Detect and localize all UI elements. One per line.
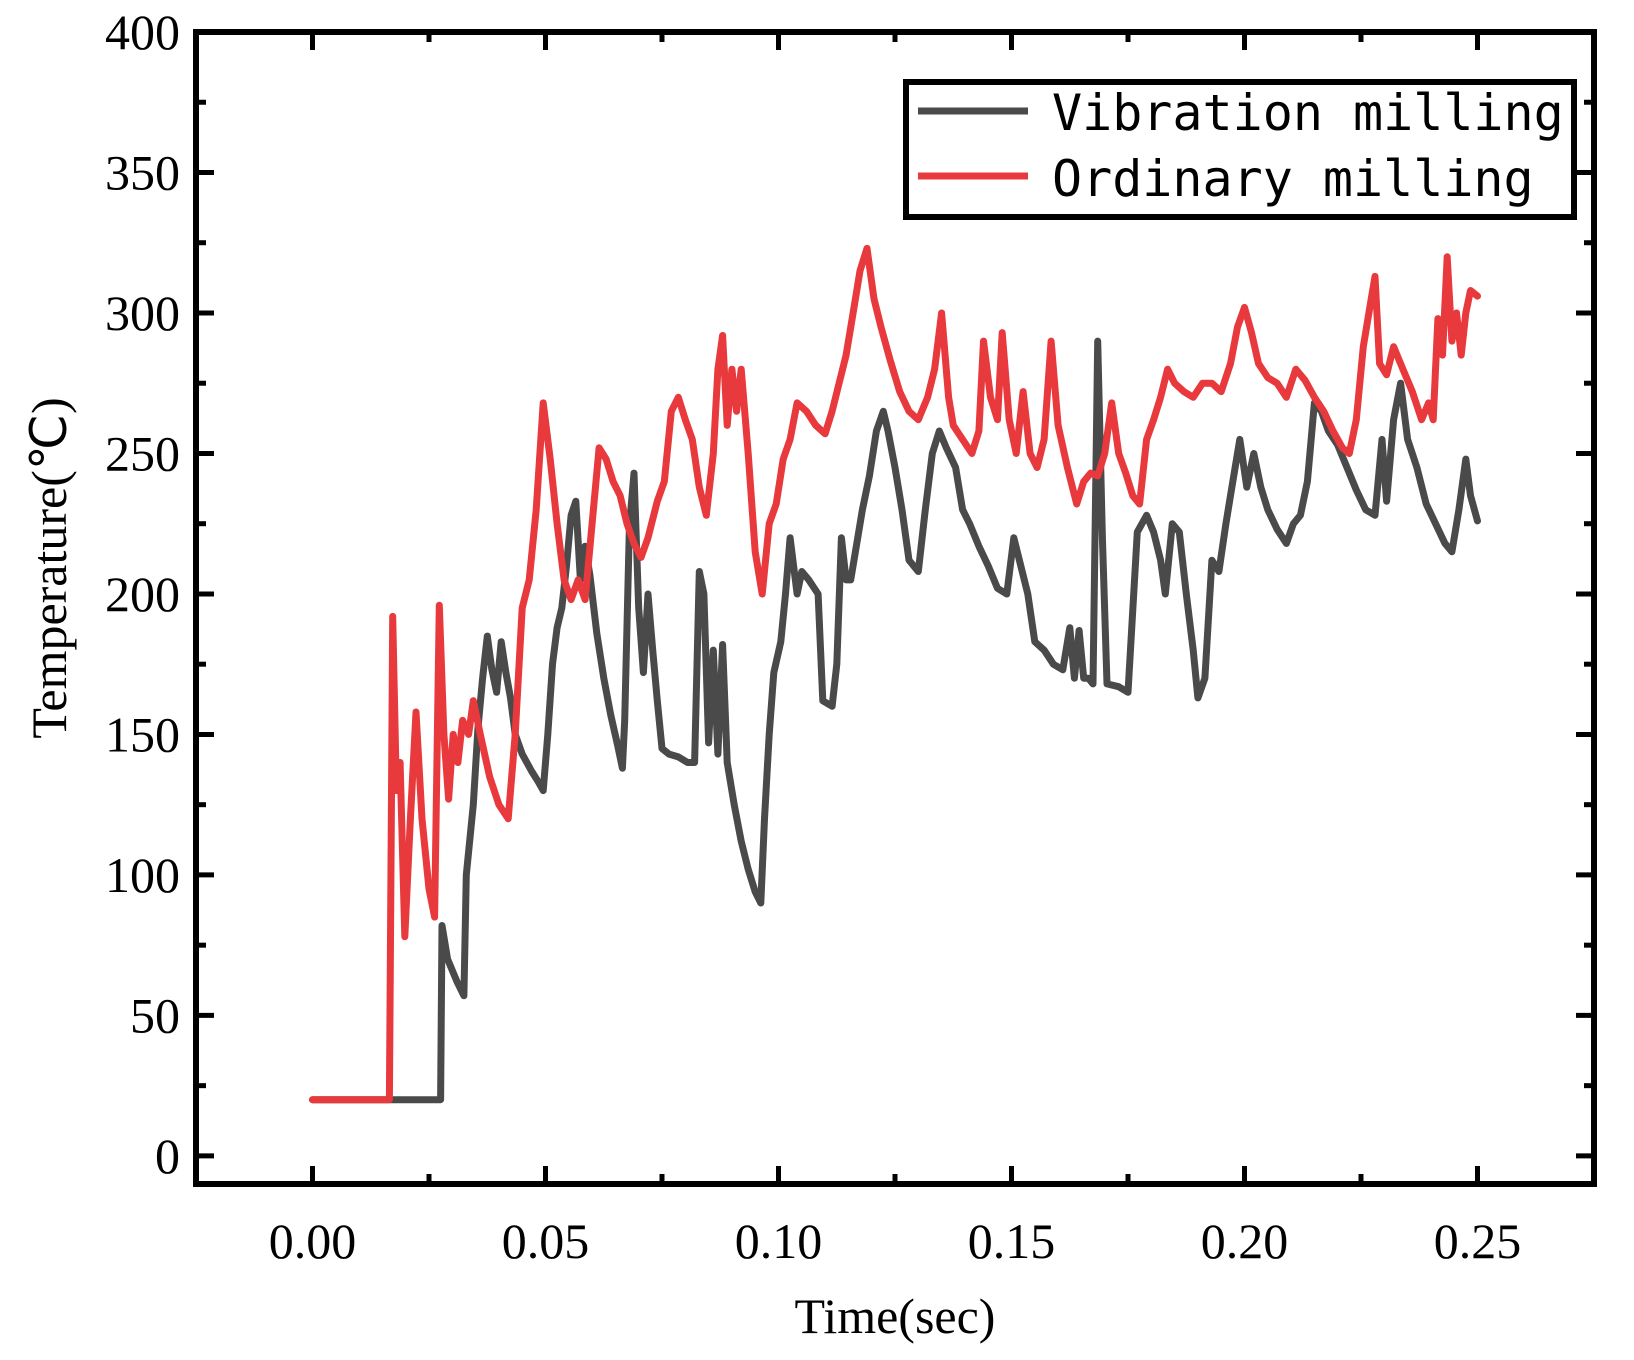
series-line-vibration-milling xyxy=(309,337,1481,1104)
y-tick-label: 50 xyxy=(130,987,180,1043)
y-tick-label: 100 xyxy=(105,847,180,903)
x-axis-label: Time(sec) xyxy=(795,1288,996,1344)
y-tick-label: 0 xyxy=(155,1128,180,1184)
y-tick-label: 200 xyxy=(105,566,180,622)
plot-frame xyxy=(193,29,1597,1187)
x-tick-label: 0.00 xyxy=(269,1213,357,1269)
series-layer xyxy=(309,244,1481,1104)
legend-box xyxy=(903,79,1577,220)
legend-label-vibration: Vibration milling xyxy=(1052,84,1564,142)
x-tick-label: 0.10 xyxy=(735,1213,823,1269)
axes: 0.00 0.05 0.10 0.15 0.20 0.25 0 50 100 150 200 250 3… xyxy=(105,4,1594,1269)
y-tick-label: 150 xyxy=(105,706,180,762)
x-tick-label: 0.05 xyxy=(502,1213,590,1269)
y-tick-label: 350 xyxy=(105,144,180,200)
y-tick-label: 400 xyxy=(105,4,180,60)
x-tick-label: 0.15 xyxy=(968,1213,1056,1269)
series-line-ordinary-milling xyxy=(309,244,1481,1104)
y-tick-label: 300 xyxy=(105,285,180,341)
x-tick-label: 0.20 xyxy=(1201,1213,1289,1269)
legend-label-ordinary: Ordinary milling xyxy=(1052,150,1534,208)
y-tick-label: 250 xyxy=(105,425,180,481)
x-tick-label: 0.25 xyxy=(1434,1213,1522,1269)
legend: Vibration milling Ordinary milling xyxy=(903,79,1577,220)
y-axis-label: Temperature(℃) xyxy=(21,397,77,738)
